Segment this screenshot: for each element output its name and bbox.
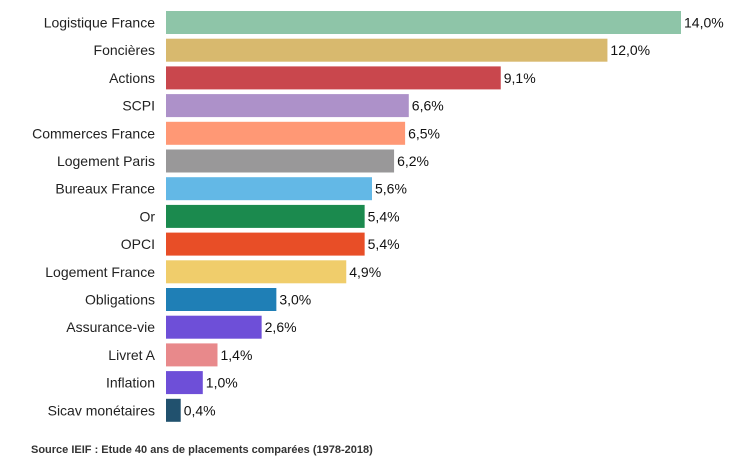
category-label: SCPI [122, 98, 155, 114]
value-label: 4,9% [349, 264, 381, 280]
bar [166, 204, 365, 228]
bar [166, 121, 406, 145]
value-label: 1,0% [206, 375, 238, 391]
category-label: Inflation [106, 375, 155, 391]
value-label: 5,6% [375, 181, 407, 197]
bar-chart: Logistique France 14,0% Foncières 12,0% Acti… [32, 11, 724, 422]
category-label: Obligations [85, 292, 155, 308]
value-label: 9,1% [504, 70, 536, 86]
category-label: Actions [109, 70, 155, 86]
value-label: 0,4% [184, 402, 216, 418]
value-label: 5,4% [368, 236, 400, 252]
category-label: OPCI [121, 236, 155, 252]
category-label: Bureaux France [55, 181, 155, 197]
value-label: 2,6% [265, 319, 297, 335]
value-label: 5,4% [368, 208, 400, 224]
bar [166, 94, 409, 118]
bar [166, 38, 608, 62]
bar [166, 315, 262, 339]
bar [166, 371, 203, 395]
category-label: Commerces France [32, 125, 155, 141]
bar [166, 398, 181, 422]
category-label: Sicav monétaires [48, 402, 155, 418]
category-label: Logistique France [44, 15, 156, 31]
bar [166, 177, 372, 201]
bar [166, 343, 218, 367]
bar [166, 11, 681, 34]
bar [166, 149, 395, 173]
bar [166, 260, 347, 284]
bar [166, 232, 365, 256]
value-label: 14,0% [684, 15, 724, 31]
category-label: Assurance-vie [66, 319, 155, 335]
value-label: 12,0% [610, 42, 650, 58]
category-label: Livret A [108, 347, 155, 363]
value-label: 6,5% [408, 125, 440, 141]
category-label: Logement France [45, 264, 155, 280]
bar [166, 66, 501, 90]
value-label: 6,6% [412, 98, 444, 114]
bar [166, 288, 277, 311]
category-label: Logement Paris [57, 153, 155, 169]
value-label: 6,2% [397, 153, 429, 169]
category-label: Foncières [94, 42, 155, 58]
value-label: 3,0% [279, 292, 311, 308]
source-note: Source IEIF : Etude 40 ans de placements… [31, 444, 373, 456]
category-label: Or [139, 208, 155, 224]
value-label: 1,4% [221, 347, 253, 363]
